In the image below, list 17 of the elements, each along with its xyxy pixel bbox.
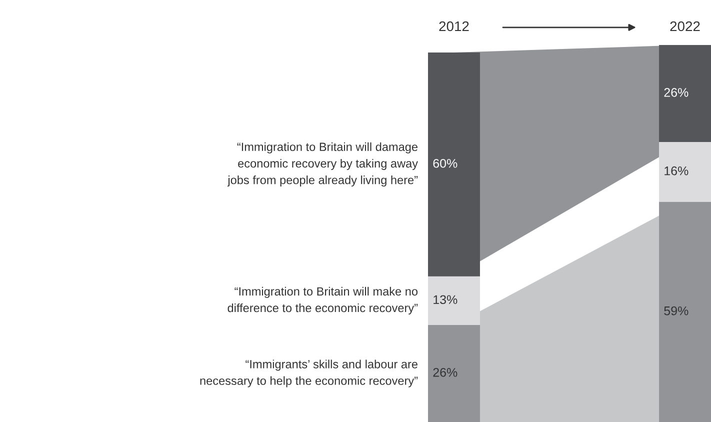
bar (659, 45, 711, 142)
series-label: “Immigrants’ skills and labour are necessary to help the economic recovery” (200, 360, 418, 388)
data-label: 60% (433, 158, 458, 168)
series-label: “Immigration to Britain will damage economic recovery by taking away jobs from people already living here” (227, 142, 418, 187)
bar (659, 142, 711, 202)
x-tick-label: 2022 (670, 21, 700, 32)
data-label: 59% (664, 306, 688, 316)
data-label: 26% (433, 368, 458, 377)
data-label: 13% (434, 295, 458, 304)
bar (428, 276, 480, 325)
series-label: “Immigration to Britain will make no difference to the economic recovery” (228, 286, 418, 314)
bar (428, 52, 480, 276)
bar (428, 324, 480, 422)
data-label: 26% (664, 88, 688, 97)
x-tick-label: 2012 (439, 21, 469, 32)
bar (659, 202, 711, 422)
data-label: 16% (664, 166, 688, 176)
